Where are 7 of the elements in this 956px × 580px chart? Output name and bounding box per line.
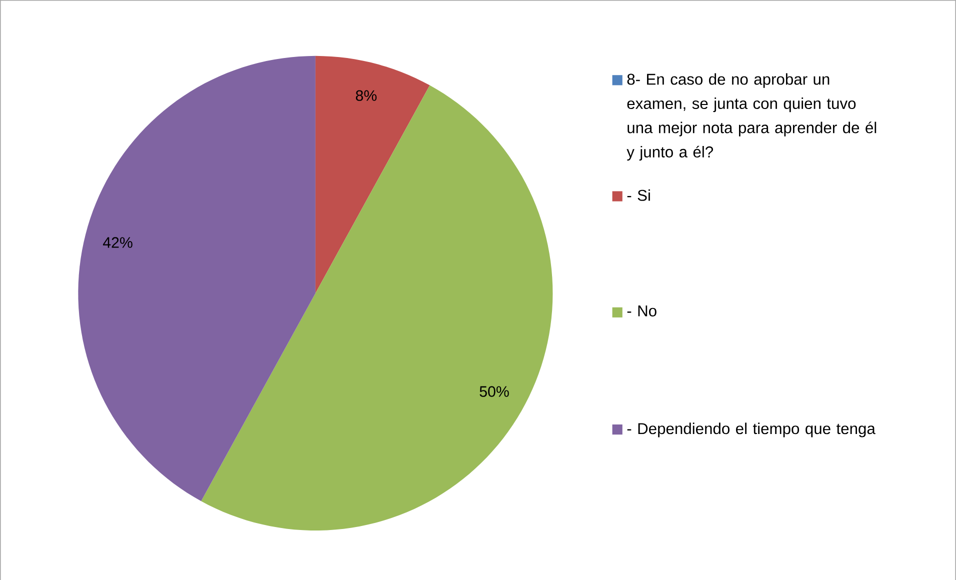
data-label: 42% xyxy=(102,236,132,248)
legend-label: - Si xyxy=(627,189,650,201)
legend-label: 8- En caso de no aprobar un examen, se junta con quien tuvo una mejor nota para aprender de él y junto a él? xyxy=(626,73,876,160)
legend-label: - Dependiendo el tiempo que tenga xyxy=(627,422,876,438)
data-label: 8% xyxy=(356,90,377,101)
data-label: 50% xyxy=(480,386,509,397)
legend-label: - No xyxy=(627,305,656,316)
